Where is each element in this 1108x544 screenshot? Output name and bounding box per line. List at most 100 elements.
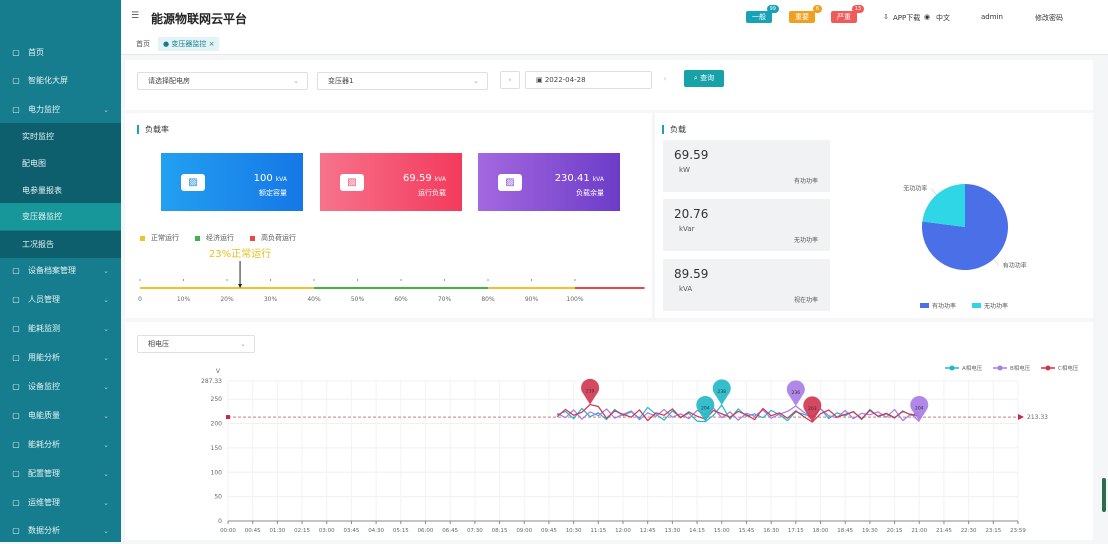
legend-marker (949, 365, 955, 371)
alarm-badge[interactable]: 一般 99 (746, 5, 779, 23)
x-tick-label: 03:45 (344, 528, 360, 534)
sidebar-item-label: 实时监控 (22, 132, 54, 141)
voltage-type-select[interactable]: 相电压 ⌄ (137, 335, 255, 353)
sidebar-item[interactable]: ▢ 能耗分析 ⌄ (0, 431, 121, 458)
voltage-line-chart: V 0 50 100 150 200 250 287.33 00:00 00:45 01:30 02:… (201, 364, 1079, 534)
legend-marker (1045, 365, 1051, 371)
prev-date-button[interactable]: ‹ (500, 71, 520, 89)
extreme-pin (581, 378, 600, 405)
tabs-bar: 首页 ● 变压器监控 × (121, 33, 1108, 55)
pie-label-line (993, 259, 999, 266)
chevron-down-icon: ⌄ (240, 340, 246, 348)
sidebar-item[interactable]: 实时监控 (0, 123, 121, 150)
sidebar-item[interactable]: ▢ 首页 (0, 39, 121, 66)
sidebar-item[interactable]: 配电图 (0, 150, 121, 177)
pie-legend-label: 无功功率 (984, 302, 1008, 310)
app-download-link[interactable]: APP下载 (893, 14, 921, 22)
series-line (556, 405, 920, 423)
sidebar-item[interactable]: ▢ 能耗监测 ⌄ (0, 315, 121, 342)
close-icon[interactable]: × (208, 40, 215, 48)
sidebar-item[interactable]: 工况报告 (0, 231, 121, 258)
sidebar-item[interactable]: ▢ 设备档案管理 ⌄ (0, 257, 121, 284)
alarm-label: 重要 (795, 13, 809, 21)
pin-icon: ▢ (12, 324, 20, 333)
card-unit: kVA (275, 176, 287, 183)
transformer-select[interactable]: 变压器1 ⌄ (317, 72, 488, 90)
x-tick-label: 00:00 (220, 528, 236, 534)
monitor-icon: ▢ (12, 48, 20, 57)
alarm-badge[interactable]: 严重 13 (831, 5, 864, 23)
analysis-icon: ▢ (12, 440, 20, 449)
scale-tick-label: 10% (177, 296, 191, 303)
extreme-pin-label: 204 (915, 406, 924, 412)
x-tick-label: 13:30 (664, 528, 680, 534)
sidebar-item[interactable]: ▢ 数据分析 ⌄ (0, 517, 121, 544)
x-tick-label: 05:15 (393, 528, 409, 534)
quality-icon: ▢ (12, 411, 20, 420)
language-switch[interactable]: 中文 (936, 14, 950, 22)
sidebar-item-label: 电力监控 (28, 105, 60, 114)
metric-box: 89.59 kVA 视在功率 (663, 259, 830, 311)
image-icon: ▨ (498, 174, 522, 191)
scrollbar[interactable] (1102, 478, 1106, 512)
chevron-down-icon: ⌄ (103, 382, 109, 391)
chevron-down-icon: ⌄ (293, 77, 299, 85)
tab-transformer-monitor[interactable]: ● 变压器监控 × (158, 37, 220, 51)
transformer-select-value: 变压器1 (328, 77, 354, 85)
x-tick-label: 07:30 (467, 528, 483, 534)
sidebar-item-label: 智能化大屏 (28, 76, 68, 85)
extreme-pin-label: 239 (586, 389, 595, 395)
legend-swatch (140, 235, 145, 241)
user-icon: ▢ (12, 266, 20, 275)
sidebar-item-label: 配置管理 (28, 469, 60, 478)
sidebar-item[interactable]: ▢ 用能分析 ⌄ (0, 344, 121, 371)
tab-home[interactable]: 首页 (136, 40, 150, 48)
y-tick-label: 50 (214, 494, 222, 501)
query-button[interactable]: ⌕ 查询 (684, 70, 724, 87)
sidebar-item-label: 电参量报表 (22, 186, 62, 195)
card-value: 69.59 (403, 173, 432, 184)
sidebar-item[interactable]: ▢ 电力监控 ⌄ (0, 96, 121, 123)
filter-panel: 请选择配电房 ⌄ 变压器1 ⌄ ‹ ▣ 2022-04-28 › ⌕ 查询 (125, 60, 1093, 110)
app-title: 能源物联网云平台 (151, 12, 248, 26)
metric-label: 无功功率 (793, 237, 818, 244)
sidebar-item[interactable]: ▢ 智能化大屏 (0, 67, 121, 94)
config-icon: ▢ (12, 469, 20, 478)
metric-box: 69.59 kW 有功功率 (663, 140, 830, 192)
sidebar-item[interactable]: ▢ 运维管理 ⌄ (0, 489, 121, 516)
sidebar-item-label: 人员管理 (28, 295, 60, 304)
card-label: 负载余量 (576, 189, 604, 197)
sidebar-item[interactable]: ▢ 设备监控 ⌄ (0, 373, 121, 400)
sidebar-item[interactable]: ▢ 电能质量 ⌄ (0, 402, 121, 429)
sidebar-item[interactable]: ▢ 配置管理 ⌄ (0, 460, 121, 487)
metric-value: 69.59 (674, 148, 709, 162)
sidebar-item[interactable]: 变压器监控 (0, 203, 121, 230)
x-tick-label: 12:00 (615, 528, 631, 534)
x-tick-label: 18:45 (837, 528, 853, 534)
next-date-button[interactable]: › (663, 75, 667, 83)
alarm-badge[interactable]: 重要 6 (789, 5, 822, 23)
load-rate-scale: 0 10% 20% 30% 40% 50% 60% 70% 80% 90% 100% 23%正常运行 (138, 247, 645, 303)
pie-legend-swatch (972, 303, 981, 308)
image-icon: ▨ (340, 174, 364, 191)
screen-icon: ▢ (12, 76, 20, 85)
change-password-link[interactable]: 修改密码 (1035, 14, 1063, 22)
legend-label: 高负荷运行 (261, 234, 296, 242)
pie-legend-label: 有功功率 (932, 302, 956, 310)
legend-item: 经济运行 (195, 233, 234, 243)
legend-swatch (195, 235, 200, 241)
menu-fold-icon[interactable]: ☰ (131, 11, 140, 21)
y-tick-label: 250 (211, 396, 223, 403)
sidebar-item[interactable]: ▢ 人员管理 ⌄ (0, 286, 121, 313)
load-rate-panel (125, 113, 652, 318)
room-select[interactable]: 请选择配电房 ⌄ (137, 72, 308, 90)
date-picker[interactable]: ▣ 2022-04-28 (525, 71, 652, 89)
sidebar-item-label: 首页 (28, 48, 44, 57)
pie-slice (922, 184, 965, 227)
sidebar-item[interactable]: 电参量报表 (0, 177, 121, 204)
scale-tick-label: 80% (481, 296, 495, 303)
date-value: 2022-04-28 (544, 76, 586, 84)
user-menu[interactable]: admin (981, 13, 1003, 21)
chevron-down-icon: ⌄ (103, 469, 109, 478)
